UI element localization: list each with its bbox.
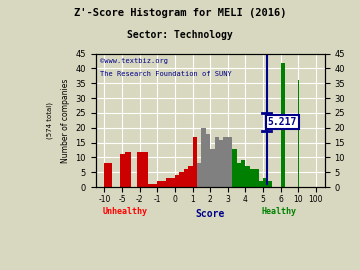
Text: ©www.textbiz.org: ©www.textbiz.org — [100, 58, 168, 64]
Bar — [223, 137, 228, 187]
Bar — [175, 175, 179, 187]
Bar — [148, 184, 157, 187]
Bar — [263, 178, 267, 187]
Bar — [140, 151, 148, 187]
Bar — [250, 169, 254, 187]
Bar — [228, 137, 232, 187]
Bar — [241, 160, 246, 187]
Bar — [120, 154, 125, 187]
Text: 5.217: 5.217 — [268, 117, 297, 127]
X-axis label: Score: Score — [195, 209, 225, 219]
Bar — [166, 178, 175, 187]
Bar — [215, 137, 219, 187]
Bar — [104, 163, 112, 187]
Bar — [298, 80, 299, 187]
Bar — [254, 169, 258, 187]
Bar — [232, 148, 237, 187]
Bar — [210, 148, 215, 187]
Bar — [219, 140, 223, 187]
Bar — [157, 181, 166, 187]
Text: Z'-Score Histogram for MELI (2016): Z'-Score Histogram for MELI (2016) — [74, 8, 286, 18]
Bar — [246, 166, 250, 187]
Bar — [237, 163, 241, 187]
Bar — [184, 169, 188, 187]
Bar — [179, 172, 184, 187]
Bar — [193, 137, 197, 187]
Text: Sector: Technology: Sector: Technology — [127, 30, 233, 40]
Bar — [137, 151, 140, 187]
Bar — [267, 181, 272, 187]
Text: Unhealthy: Unhealthy — [103, 207, 148, 216]
Bar — [125, 151, 131, 187]
Bar — [201, 128, 206, 187]
Bar — [280, 62, 285, 187]
Y-axis label: Number of companies: Number of companies — [61, 78, 70, 163]
Text: Healthy: Healthy — [261, 207, 296, 216]
Text: (574 total): (574 total) — [46, 102, 53, 139]
Bar — [188, 166, 193, 187]
Bar — [258, 181, 263, 187]
Text: The Research Foundation of SUNY: The Research Foundation of SUNY — [100, 71, 232, 77]
Bar — [197, 163, 201, 187]
Bar — [206, 134, 210, 187]
